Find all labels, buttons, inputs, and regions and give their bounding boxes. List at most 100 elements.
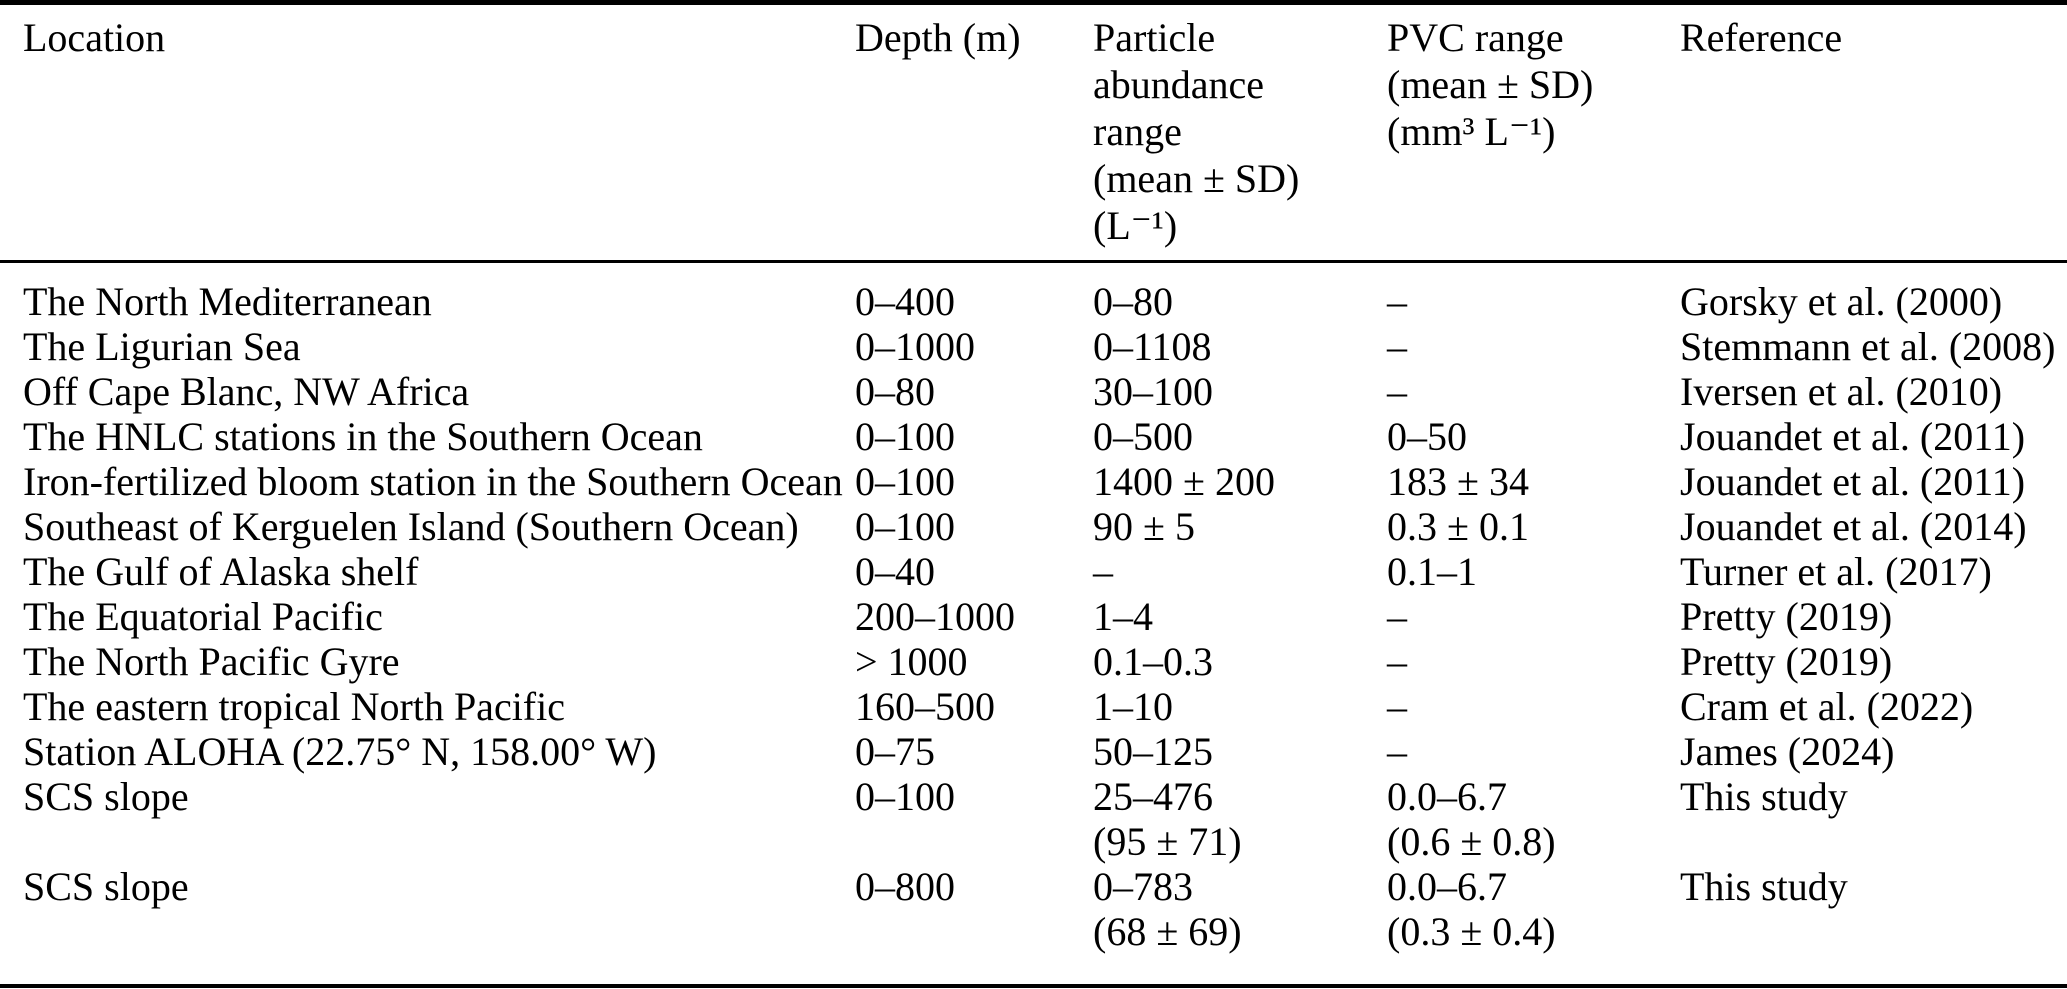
cell-location: The Equatorial Pacific [23,594,383,639]
cell-line: (95 ± 71) [1093,819,1242,864]
cell-location: Off Cape Blanc, NW Africa [23,369,470,414]
table-header: Location Depth (m) Particle abundance ra… [0,2,2067,263]
cell-line: 0–783 [1093,864,1193,909]
header-line: (mean ± SD) [1387,62,1594,107]
cell-line: 1400 ± 200 [1093,459,1275,504]
cell-reference: This study [1680,774,1848,819]
header-line: (L⁻¹) [1093,203,1178,248]
cell-abundance: 30–100 [1093,369,1387,414]
cell-line: – [1387,279,1407,324]
cell-pvc: 0.1–1 [1387,549,1680,594]
header-line: abundance [1093,62,1265,107]
cell-line: 1–10 [1093,684,1173,729]
cell-line: 50–125 [1093,729,1213,774]
cell-line: 183 ± 34 [1387,459,1529,504]
header-line: PVC range [1387,15,1564,60]
cell-line: – [1387,684,1407,729]
cell-location: Iron-fertilized bloom station in the Sou… [23,459,843,504]
cell-depth: 200–1000 [855,594,1015,639]
cell-pvc: – [1387,684,1680,729]
cell-reference: Jouandet et al. (2014) [1680,504,2027,549]
cell-abundance: 25–476 (95 ± 71) [1093,774,1387,864]
header-line: (mean ± SD) [1093,156,1300,201]
header-line: Particle [1093,15,1216,60]
cell-line: 0.0–6.7 [1387,864,1507,909]
cell-reference: Pretty (2019) [1680,594,1893,639]
cell-pvc: 0.0–6.7 (0.6 ± 0.8) [1387,774,1680,864]
cell-line: 0–50 [1387,414,1467,459]
cell-line: 90 ± 5 [1093,504,1195,549]
cell-pvc: 0.3 ± 0.1 [1387,504,1680,549]
cell-depth: 0–400 [855,279,955,324]
cell-abundance: – [1093,549,1387,594]
cell-location: Station ALOHA (22.75° N, 158.00° W) [23,729,657,774]
cell-reference: Cram et al. (2022) [1680,684,1974,729]
cell-pvc: 0–50 [1387,414,1680,459]
cell-depth: > 1000 [855,639,968,684]
cell-location: The North Pacific Gyre [23,639,400,684]
cell-line: 0–80 [1093,279,1173,324]
cell-depth: 0–100 [855,414,955,459]
cell-line: 0–1108 [1093,324,1212,369]
cell-depth: 0–1000 [855,324,975,369]
header-line: Depth (m) [855,15,1021,60]
cell-line: – [1387,639,1407,684]
cell-abundance: 0–783 (68 ± 69) [1093,864,1387,986]
table-row: Iron-fertilized bloom station in the Sou… [0,459,2067,504]
cell-pvc: – [1387,729,1680,774]
cell-line: (68 ± 69) [1093,909,1242,954]
cell-depth: 0–800 [855,864,955,909]
cell-pvc: 0.0–6.7 (0.3 ± 0.4) [1387,864,1680,986]
column-header-pvc-range: PVC range (mean ± SD) (mm³ L⁻¹) [1387,2,1680,263]
cell-depth: 0–100 [855,504,955,549]
table-row: The North Pacific Gyre > 1000 0.1–0.3 – … [0,639,2067,684]
cell-depth: 0–40 [855,549,935,594]
table-row: SCS slope 0–800 0–783 (68 ± 69) 0.0–6.7 … [0,864,2067,986]
cell-line: 0–500 [1093,414,1193,459]
column-header-depth: Depth (m) [855,2,1093,263]
table-row: Southeast of Kerguelen Island (Southern … [0,504,2067,549]
table-row: The HNLC stations in the Southern Ocean … [0,414,2067,459]
cell-reference: James (2024) [1680,729,1895,774]
cell-reference: Jouandet et al. (2011) [1680,459,2026,504]
header-line: Location [23,15,166,60]
cell-location: The Ligurian Sea [23,324,301,369]
table-row: Station ALOHA (22.75° N, 158.00° W) 0–75… [0,729,2067,774]
column-header-location: Location [0,2,855,263]
cell-pvc: – [1387,324,1680,369]
cell-line: – [1387,729,1407,774]
cell-pvc: – [1387,594,1680,639]
cell-line: – [1093,549,1113,594]
table-row: Off Cape Blanc, NW Africa 0–80 30–100 – … [0,369,2067,414]
table-row: The eastern tropical North Pacific 160–5… [0,684,2067,729]
cell-line: 0.1–0.3 [1093,639,1213,684]
cell-reference: Turner et al. (2017) [1680,549,1992,594]
header-row: Location Depth (m) Particle abundance ra… [0,2,2067,263]
cell-abundance: 50–125 [1093,729,1387,774]
cell-location: The HNLC stations in the Southern Ocean [23,414,703,459]
cell-depth: 0–100 [855,774,955,819]
table-row: The North Mediterranean 0–400 0–80 – Gor… [0,262,2067,324]
header-line: range [1093,109,1182,154]
cell-depth: 160–500 [855,684,995,729]
column-header-particle-abundance: Particle abundance range (mean ± SD) (L⁻… [1093,2,1387,263]
cell-pvc: – [1387,369,1680,414]
header-line: (mm³ L⁻¹) [1387,109,1556,154]
cell-line: 30–100 [1093,369,1213,414]
cell-depth: 0–80 [855,369,935,414]
cell-line: (0.6 ± 0.8) [1387,819,1556,864]
cell-abundance: 1–10 [1093,684,1387,729]
cell-pvc: – [1387,262,1680,324]
cell-depth: 0–75 [855,729,935,774]
table-row: The Equatorial Pacific 200–1000 1–4 – Pr… [0,594,2067,639]
cell-line: 0.0–6.7 [1387,774,1507,819]
cell-location: SCS slope [23,774,189,819]
cell-line: – [1387,369,1407,414]
cell-abundance: 1–4 [1093,594,1387,639]
table-row: The Gulf of Alaska shelf 0–40 – 0.1–1 Tu… [0,549,2067,594]
cell-abundance: 1400 ± 200 [1093,459,1387,504]
cell-line: 0.1–1 [1387,549,1477,594]
cell-pvc: 183 ± 34 [1387,459,1680,504]
cell-location: The Gulf of Alaska shelf [23,549,419,594]
